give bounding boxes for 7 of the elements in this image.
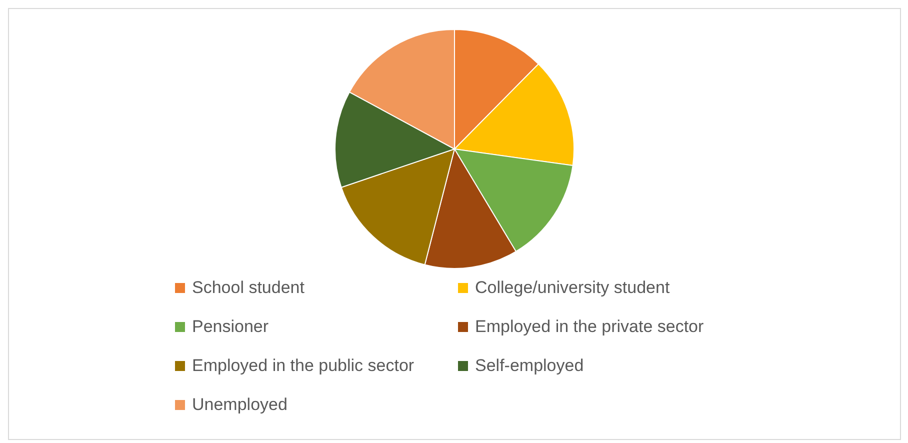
legend-label: Employed in the public sector: [192, 356, 414, 376]
legend-label: School student: [192, 278, 304, 298]
legend-label: Unemployed: [192, 395, 288, 415]
legend-label: College/university student: [475, 278, 670, 298]
legend-label: Self-employed: [475, 356, 584, 376]
legend-label: Pensioner: [192, 317, 269, 337]
legend-label: Employed in the private sector: [475, 317, 704, 337]
